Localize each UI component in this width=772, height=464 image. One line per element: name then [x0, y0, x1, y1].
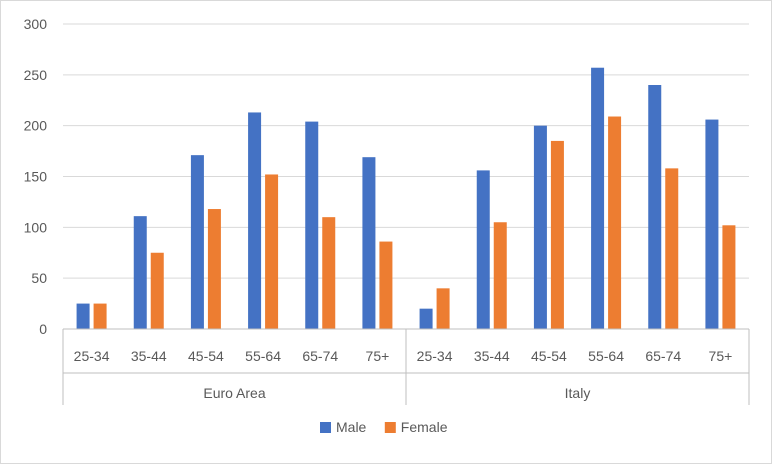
bar-male-italy-45-54: [533, 125, 547, 330]
bar-female-italy-75+: [722, 225, 736, 329]
x-axis: 25-34 35-44 45-54 55-64 65-74 75+ Euro Area 25-…: [62, 328, 750, 405]
bar-male-euro-area-75+: [362, 157, 376, 329]
bar-male-italy-35-44: [476, 170, 490, 329]
x-tick-label: 65-74: [302, 348, 338, 364]
bar-male-euro-area-25-34: [76, 303, 90, 329]
bar-female-italy-65-74: [665, 168, 679, 329]
x-tick-label: 35-44: [474, 348, 510, 364]
x-tick-label: 45-54: [531, 348, 567, 364]
legend-item-female: Female: [384, 419, 448, 435]
x-tick-label: 55-64: [245, 348, 281, 364]
y-tick-label: 150: [24, 169, 48, 185]
x-tick-label: 75+: [366, 348, 390, 364]
group-label: Euro Area: [203, 385, 265, 401]
bar-female-euro-area-55-64: [265, 174, 279, 329]
legend-swatch: [320, 422, 331, 433]
bar-male-italy-55-64: [591, 67, 605, 329]
bar-male-italy-25-34: [419, 308, 433, 329]
bar-female-euro-area-65-74: [322, 217, 336, 329]
y-tick-label: 0: [39, 321, 47, 337]
y-tick-label: 50: [31, 270, 47, 286]
bar-male-italy-75+: [705, 119, 719, 329]
legend-label: Female: [401, 419, 448, 435]
y-tick-label: 300: [24, 16, 48, 32]
bars: [76, 67, 736, 330]
y-axis: 0 50 100 150 200 250 300: [24, 16, 48, 337]
legend-swatch: [384, 422, 396, 433]
legend-item-male: Male: [320, 419, 367, 435]
x-tick-label: 75+: [709, 348, 733, 364]
bar-female-euro-area-25-34: [93, 303, 107, 329]
bar-male-euro-area-45-54: [190, 155, 204, 329]
bar-female-italy-45-54: [550, 140, 564, 329]
bar-female-italy-35-44: [493, 222, 507, 329]
x-tick-label: 55-64: [588, 348, 624, 364]
bar-male-euro-area-35-44: [133, 216, 147, 329]
x-tick-label: 35-44: [131, 348, 167, 364]
y-tick-label: 250: [24, 67, 48, 83]
bar-male-euro-area-55-64: [248, 112, 262, 329]
gridlines: [63, 23, 749, 279]
bar-female-euro-area-35-44: [150, 252, 164, 329]
bar-male-euro-area-65-74: [305, 121, 319, 329]
legend-label: Male: [336, 419, 367, 435]
x-tick-label: 45-54: [188, 348, 224, 364]
bar-female-italy-25-34: [436, 288, 450, 329]
bar-female-euro-area-45-54: [207, 209, 221, 329]
x-tick-label: 25-34: [417, 348, 453, 364]
bar-female-euro-area-75+: [379, 241, 393, 329]
bar-male-italy-65-74: [648, 85, 662, 329]
legend: Male Female: [320, 419, 448, 435]
y-tick-label: 100: [24, 219, 48, 235]
group-label: Italy: [565, 385, 591, 401]
x-tick-label: 65-74: [645, 348, 681, 364]
bar-female-italy-55-64: [608, 116, 622, 330]
x-tick-label: 25-34: [74, 348, 110, 364]
y-tick-label: 200: [24, 118, 48, 134]
